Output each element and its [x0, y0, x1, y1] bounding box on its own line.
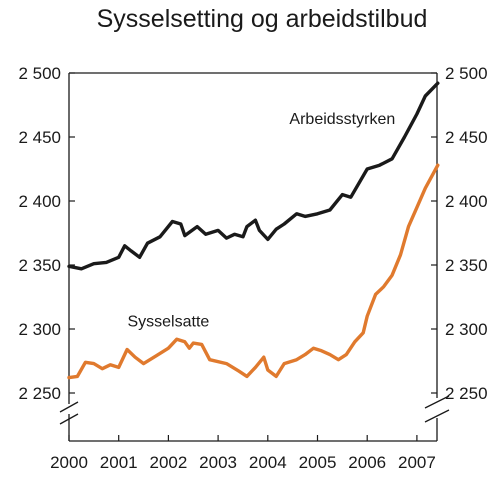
x-tick-label: 2003	[199, 453, 237, 472]
series-line-2	[67, 163, 440, 380]
series-label-2: Sysselsatte	[127, 313, 209, 330]
series-label-1: Arbeidsstyrken	[289, 111, 395, 128]
y-tick-label-left: 2 250	[18, 384, 61, 403]
y-tick-label-right: 2 450	[445, 128, 488, 147]
y-tick-label-right: 2 400	[445, 192, 488, 211]
series-line-1	[67, 81, 440, 271]
chart-title: Sysselsetting og arbeidstilbud	[97, 5, 428, 33]
y-tick-label-left: 2 400	[18, 192, 61, 211]
series-group	[67, 81, 440, 380]
y-tick-label-left: 2 300	[18, 320, 61, 339]
series-labels: Arbeidsstyrken Sysselsatte	[127, 111, 395, 330]
y-tick-label-left: 2 500	[18, 64, 61, 83]
x-tick-label: 2006	[348, 453, 386, 472]
x-tick-label: 2001	[100, 453, 138, 472]
x-tick-label: 2005	[299, 453, 337, 472]
y-tick-label-right: 2 300	[445, 320, 488, 339]
left-axis-break-mark	[59, 413, 79, 425]
y-tick-label-right: 2 250	[445, 384, 488, 403]
axis-ticks: 2 250 2 250 2 300 2 300 2 350 2 350 2 400 2 400…	[18, 64, 487, 472]
left-axis-break-mark	[59, 401, 79, 413]
x-tick-label: 2007	[398, 453, 436, 472]
x-tick-label: 2002	[149, 453, 187, 472]
right-axis-break-mark	[424, 395, 450, 409]
y-tick-label-left: 2 350	[18, 256, 61, 275]
y-tick-label-right: 2 500	[445, 64, 488, 83]
x-tick-label: 2000	[50, 453, 88, 472]
x-tick-label: 2004	[249, 453, 287, 472]
right-axis-break-mark	[424, 409, 450, 423]
plot-frame	[59, 72, 450, 442]
y-tick-label-left: 2 450	[18, 128, 61, 147]
y-tick-label-right: 2 350	[445, 256, 488, 275]
